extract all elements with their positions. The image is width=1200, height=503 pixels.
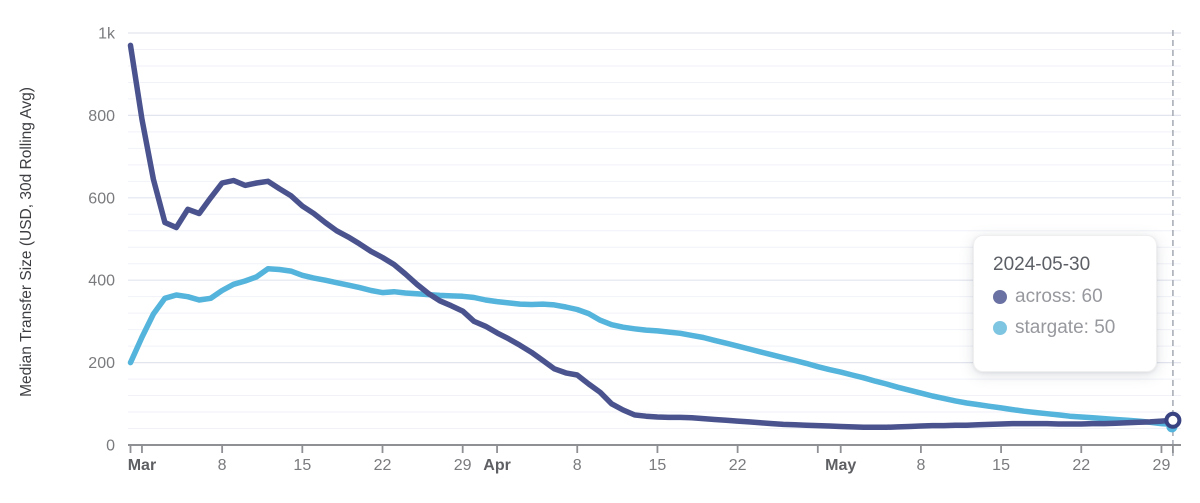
tooltip-row-stargate: stargate: 50 xyxy=(993,317,1142,339)
svg-text:0: 0 xyxy=(106,438,115,455)
svg-text:Apr: Apr xyxy=(483,457,511,474)
svg-text:15: 15 xyxy=(649,457,667,474)
svg-text:Mar: Mar xyxy=(128,457,156,474)
y-axis-title: Median Transfer Size (USD, 30d Rolling A… xyxy=(18,87,35,397)
svg-text:May: May xyxy=(825,457,856,474)
svg-text:1k: 1k xyxy=(98,26,116,43)
series-line-across[interactable] xyxy=(127,42,1176,431)
x-axis xyxy=(128,444,1181,453)
across-endpoint-marker xyxy=(1164,411,1182,429)
svg-text:29: 29 xyxy=(1153,457,1171,474)
svg-text:22: 22 xyxy=(729,457,747,474)
tooltip: 2024-05-30 across: 60 stargate: 50 xyxy=(973,235,1157,372)
svg-text:200: 200 xyxy=(88,355,115,372)
svg-text:800: 800 xyxy=(88,108,115,125)
svg-text:8: 8 xyxy=(573,457,582,474)
tooltip-date: 2024-05-30 xyxy=(993,254,1091,275)
svg-text:29: 29 xyxy=(454,457,472,474)
svg-text:22: 22 xyxy=(374,457,392,474)
svg-text:400: 400 xyxy=(88,273,115,290)
stargate-series-dot-icon xyxy=(993,321,1007,335)
tooltip-across-value: across: 60 xyxy=(1015,286,1103,307)
svg-text:8: 8 xyxy=(916,457,925,474)
svg-text:15: 15 xyxy=(293,457,311,474)
tooltip-row-across: across: 60 xyxy=(993,286,1142,308)
gridlines-minor xyxy=(128,48,1181,430)
series-line-stargate[interactable] xyxy=(127,265,1176,428)
y-axis-labels: 0 200 400 600 800 1k xyxy=(88,26,116,455)
svg-text:8: 8 xyxy=(218,457,227,474)
x-axis-labels: Mar 8 15 22 29 Apr 8 15 22 May 8 15 22 29 xyxy=(128,457,1171,474)
svg-text:22: 22 xyxy=(1072,457,1090,474)
svg-text:15: 15 xyxy=(992,457,1010,474)
svg-text:600: 600 xyxy=(88,190,115,207)
tooltip-stargate-value: stargate: 50 xyxy=(1015,317,1116,338)
across-series-dot-icon xyxy=(993,290,1007,304)
